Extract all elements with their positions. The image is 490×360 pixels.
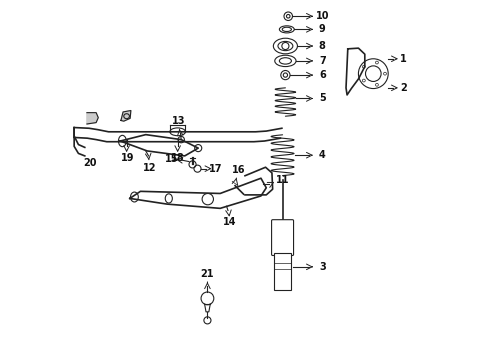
Text: 9: 9 — [319, 24, 326, 34]
Text: 15: 15 — [165, 154, 178, 164]
FancyBboxPatch shape — [271, 220, 294, 256]
Text: 11: 11 — [276, 175, 289, 185]
Polygon shape — [346, 48, 365, 95]
Text: 1: 1 — [400, 54, 407, 64]
Text: 3: 3 — [319, 262, 326, 272]
Text: 2: 2 — [400, 83, 407, 93]
Text: 12: 12 — [143, 163, 157, 173]
Text: 5: 5 — [319, 94, 326, 103]
Text: 19: 19 — [122, 153, 135, 163]
FancyBboxPatch shape — [274, 253, 291, 290]
Text: 21: 21 — [201, 269, 214, 279]
Polygon shape — [120, 135, 198, 156]
Polygon shape — [130, 178, 266, 208]
Text: 7: 7 — [319, 56, 326, 66]
Text: 17: 17 — [209, 164, 222, 174]
Text: 14: 14 — [223, 217, 237, 227]
Text: 18: 18 — [171, 153, 184, 163]
Text: 20: 20 — [83, 158, 97, 168]
Text: 16: 16 — [232, 165, 245, 175]
Text: 10: 10 — [316, 11, 329, 21]
Text: 6: 6 — [319, 70, 326, 80]
Text: 13: 13 — [172, 116, 186, 126]
Polygon shape — [121, 111, 131, 121]
Text: 8: 8 — [319, 41, 326, 51]
Text: 4: 4 — [319, 150, 326, 160]
Polygon shape — [87, 113, 98, 124]
Polygon shape — [245, 167, 272, 195]
